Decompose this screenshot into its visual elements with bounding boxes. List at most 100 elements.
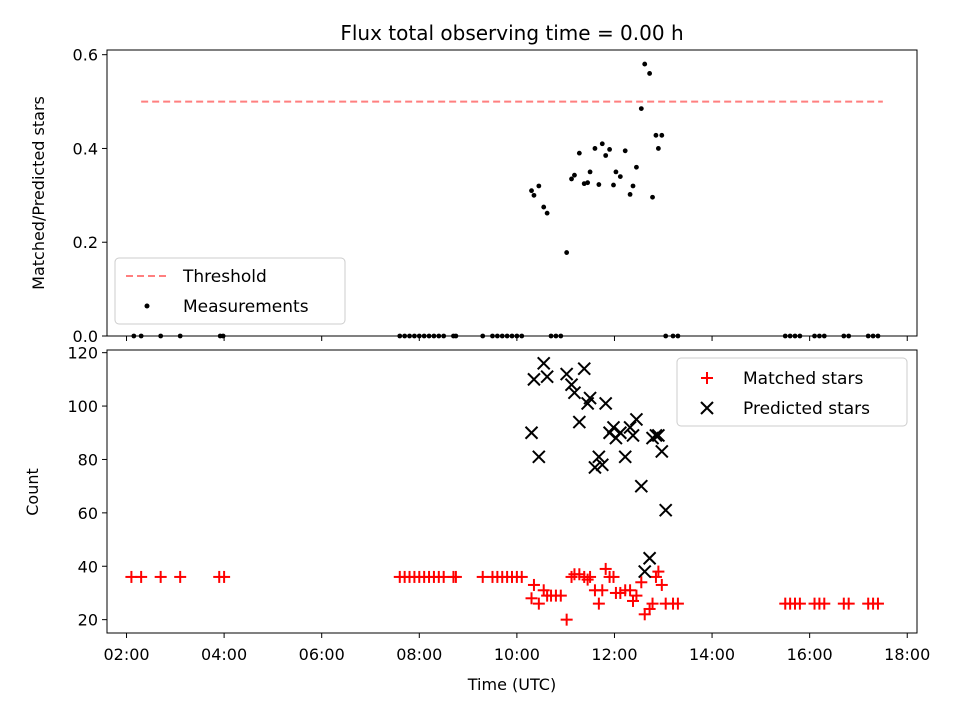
bottom-plot-area bbox=[125, 356, 884, 626]
predicted-star-point bbox=[638, 564, 652, 579]
y-tick-label: 0.2 bbox=[73, 233, 98, 252]
legend-predicted-swatch bbox=[700, 401, 714, 415]
top-panel: 0.0 0.2 0.4 0.6 Matched/Predicted stars Thr… bbox=[29, 46, 918, 346]
matched-star-point bbox=[174, 570, 187, 583]
matched-star-point bbox=[154, 570, 167, 583]
predicted-star-point bbox=[634, 479, 649, 493]
measurement-point bbox=[564, 250, 570, 255]
legend-predicted-label: Predicted stars bbox=[743, 399, 870, 419]
matched-star-point bbox=[532, 597, 545, 610]
predicted-star-point bbox=[606, 420, 621, 435]
figure-title: Flux total observing time = 0.00 h bbox=[340, 21, 683, 45]
predicted-star-point bbox=[649, 428, 663, 443]
matched-star-point bbox=[607, 570, 620, 583]
x-tick-label: 18:00 bbox=[884, 645, 930, 664]
legend-threshold-label: Threshold bbox=[182, 267, 267, 287]
predicted-star-point bbox=[559, 367, 574, 381]
matched-star-point bbox=[818, 597, 831, 610]
measurement-point bbox=[655, 146, 661, 151]
measurement-point bbox=[592, 146, 598, 151]
measurement-point bbox=[630, 183, 636, 189]
matched-star-point bbox=[218, 570, 231, 583]
predicted-star-point bbox=[642, 551, 657, 565]
measurement-point bbox=[617, 174, 623, 179]
predicted-star-point bbox=[564, 378, 579, 392]
matched-star-point bbox=[630, 589, 643, 602]
matched-star-point bbox=[842, 597, 855, 610]
measurement-point bbox=[576, 150, 582, 156]
y-tick-label: 0.0 bbox=[73, 327, 98, 346]
matched-star-point bbox=[527, 578, 540, 591]
measurement-point bbox=[611, 182, 616, 188]
bottom-y-axis-label: Count bbox=[23, 468, 42, 516]
x-tick-label: 04:00 bbox=[201, 645, 247, 664]
y-tick-label: 100 bbox=[67, 397, 98, 416]
measurement-point bbox=[647, 71, 653, 76]
matched-star-point bbox=[635, 576, 648, 589]
predicted-star-point bbox=[595, 458, 609, 472]
measurement-point bbox=[638, 106, 644, 112]
matched-star-point bbox=[599, 562, 612, 575]
x-tick-label: 08:00 bbox=[396, 645, 442, 664]
measurement-point bbox=[599, 141, 605, 147]
measurement-point bbox=[627, 192, 633, 197]
matched-star-point bbox=[646, 597, 659, 610]
predicted-star-point bbox=[527, 372, 541, 387]
bottom-legend-box bbox=[676, 357, 908, 427]
predicted-star-point bbox=[592, 450, 606, 464]
x-tick-label: 12:00 bbox=[591, 645, 637, 664]
measurement-point bbox=[529, 188, 534, 194]
matched-star-point bbox=[554, 589, 567, 602]
matched-star-point bbox=[449, 570, 462, 583]
predicted-star-point bbox=[572, 415, 587, 429]
top-axes-frame bbox=[106, 49, 918, 337]
matched-star-point bbox=[871, 597, 884, 610]
bottom-y-axis: 20 40 60 80 100 120 bbox=[67, 344, 107, 630]
matched-star-point bbox=[525, 592, 538, 605]
legend-matched-swatch bbox=[701, 372, 713, 384]
bottom-panel: 20 40 60 80 100 120 02:00 04:00 06:00 08:00 10:00… bbox=[23, 344, 930, 694]
top-legend-box bbox=[114, 257, 346, 325]
matched-star-point bbox=[652, 565, 665, 578]
predicted-star-point bbox=[626, 428, 640, 443]
bottom-legend: Matched stars Predicted stars bbox=[676, 357, 908, 427]
measurement-point bbox=[536, 183, 542, 189]
matched-star-point bbox=[643, 602, 656, 615]
y-tick-label: 0.4 bbox=[73, 139, 98, 158]
predicted-star-point bbox=[651, 428, 666, 443]
measurement-point bbox=[572, 172, 577, 178]
x-axis-label: Time (UTC) bbox=[467, 675, 556, 694]
measurement-point bbox=[587, 169, 593, 175]
predicted-star-point bbox=[524, 426, 539, 440]
measurement-point bbox=[653, 132, 659, 138]
measurement-point bbox=[569, 176, 574, 182]
y-tick-label: 20 bbox=[78, 611, 98, 630]
top-y-axis-label: Matched/Predicted stars bbox=[29, 96, 48, 290]
top-y-axis: 0.0 0.2 0.4 0.6 bbox=[73, 46, 107, 346]
predicted-star-point bbox=[588, 460, 602, 475]
legend-measurements-label: Measurements bbox=[183, 297, 309, 317]
predicted-star-point bbox=[598, 396, 613, 411]
x-tick-label: 10:00 bbox=[494, 645, 540, 664]
measurement-point bbox=[622, 148, 628, 154]
measurement-point bbox=[650, 194, 655, 200]
measurement-point bbox=[642, 61, 648, 67]
matched-star-point bbox=[655, 578, 668, 591]
top-x-axis bbox=[126, 336, 908, 341]
x-tick-label: 16:00 bbox=[787, 645, 833, 664]
matched-star-point bbox=[135, 570, 148, 583]
matched-star-point bbox=[584, 570, 597, 583]
bottom-axes-frame bbox=[106, 349, 918, 634]
predicted-star-point bbox=[532, 450, 546, 464]
measurement-point bbox=[603, 153, 609, 158]
predicted-star-point bbox=[540, 369, 554, 384]
x-tick-label: 02:00 bbox=[103, 645, 149, 664]
measurement-point bbox=[596, 182, 602, 187]
y-tick-label: 80 bbox=[78, 450, 98, 469]
matched-star-point bbox=[624, 584, 637, 597]
measurement-point bbox=[634, 164, 639, 170]
measurement-point bbox=[607, 146, 612, 152]
matched-star-point bbox=[581, 573, 594, 586]
measurement-point bbox=[613, 169, 619, 175]
